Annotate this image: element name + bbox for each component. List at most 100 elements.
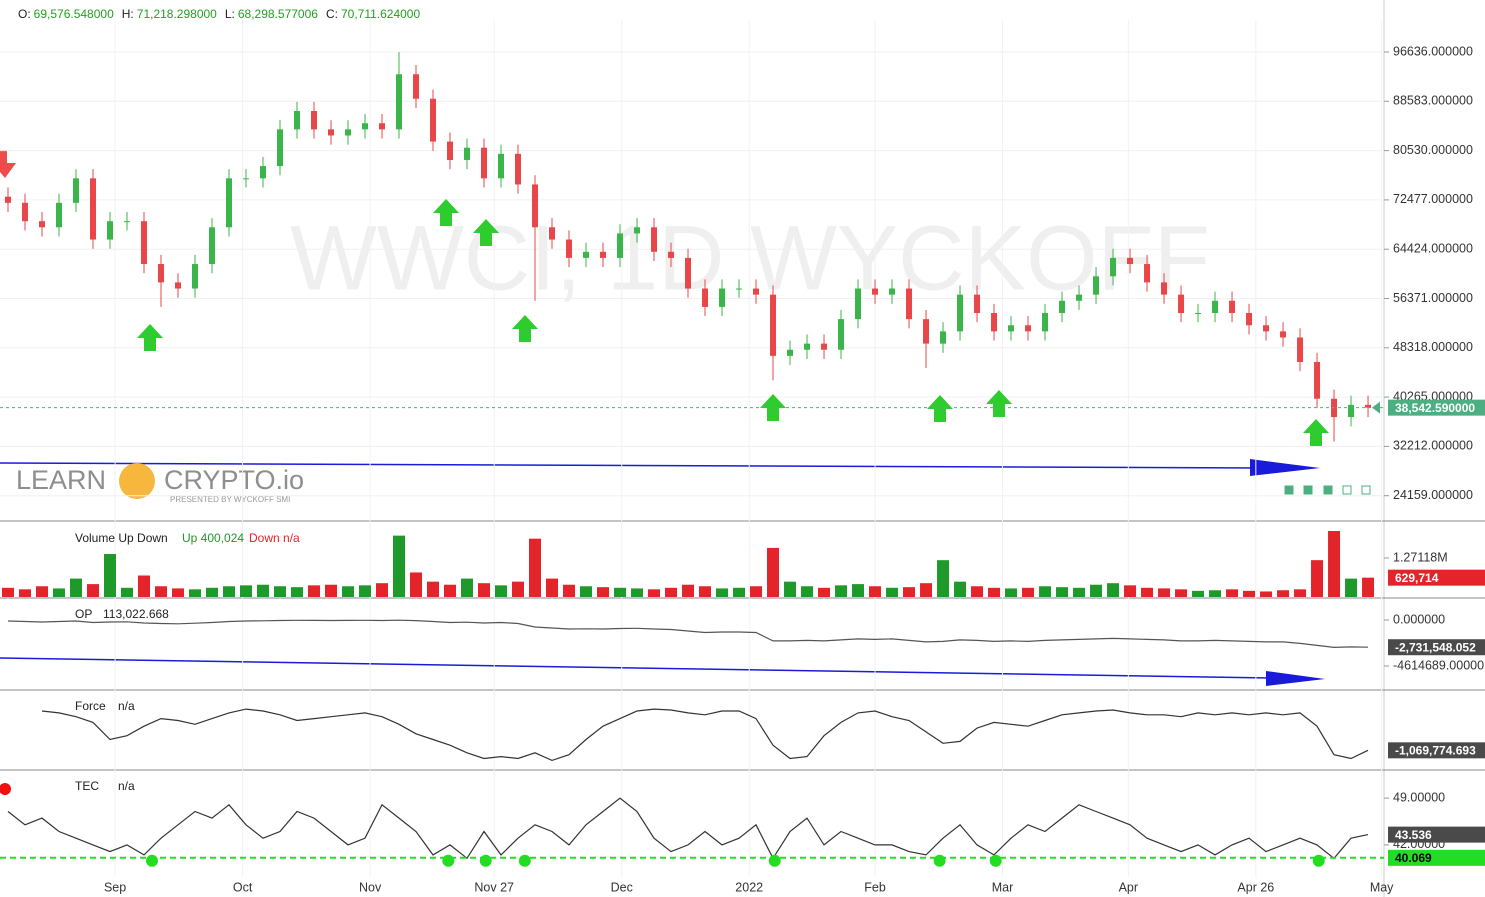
volume-bar bbox=[1090, 584, 1103, 597]
volume-bar bbox=[222, 586, 235, 597]
volume-bar bbox=[988, 587, 1001, 597]
threshold-box bbox=[1388, 849, 1485, 866]
sell-arrow bbox=[0, 150, 16, 178]
volume-bar bbox=[461, 578, 474, 597]
candle-body bbox=[549, 227, 556, 240]
volume-bar bbox=[1141, 587, 1154, 597]
volume-bar bbox=[1328, 531, 1341, 597]
candle-body bbox=[651, 227, 658, 252]
y-tick-label: 48318.000000 bbox=[1393, 340, 1473, 354]
ohlc-label: L: bbox=[225, 7, 235, 21]
signal-dot bbox=[768, 854, 781, 867]
candle-body bbox=[1365, 404, 1372, 408]
x-tick-label: 2022 bbox=[735, 880, 763, 894]
buy-arrow bbox=[473, 219, 499, 246]
candle-body bbox=[515, 153, 522, 185]
candle-body bbox=[191, 264, 198, 289]
status-square bbox=[1284, 485, 1294, 495]
logo-text: LEARN bbox=[16, 465, 106, 495]
candle-body bbox=[140, 221, 147, 265]
candle-body bbox=[72, 178, 79, 203]
volume-bar bbox=[852, 584, 865, 597]
candle-body bbox=[940, 331, 947, 344]
y-tick-label: 49.00000 bbox=[1393, 790, 1445, 804]
x-tick-label: Nov 27 bbox=[474, 880, 514, 894]
signal-dot bbox=[442, 854, 455, 867]
buy-arrow bbox=[1303, 419, 1329, 446]
candle-body bbox=[396, 74, 403, 130]
candle-body bbox=[1246, 313, 1253, 326]
volume-bar bbox=[733, 587, 746, 597]
candle-body bbox=[1229, 300, 1236, 314]
candle-body bbox=[821, 343, 828, 350]
candle-body bbox=[923, 319, 930, 344]
volume-bar bbox=[171, 588, 184, 597]
volume-bar bbox=[478, 583, 491, 597]
buy-arrow bbox=[512, 315, 538, 342]
y-tick-label: 72477.000000 bbox=[1393, 192, 1473, 206]
signal-dot bbox=[518, 854, 531, 867]
y-tick-label: 56371.000000 bbox=[1393, 291, 1473, 305]
x-tick-label: Mar bbox=[992, 880, 1014, 894]
volume-bar bbox=[1107, 583, 1120, 597]
watermark: WWCI, 1D WYCKOFF bbox=[290, 207, 1210, 309]
candle-body bbox=[208, 227, 215, 265]
candle-body bbox=[974, 294, 981, 314]
volume-bar bbox=[342, 586, 355, 597]
ohlc-value: 70,711.624000 bbox=[341, 7, 421, 21]
volume-bar bbox=[308, 585, 321, 597]
signal-dot bbox=[989, 854, 1002, 867]
volume-bar bbox=[239, 585, 252, 597]
trend-arrow-head bbox=[1266, 671, 1325, 686]
ohlc-value: 68,298.577006 bbox=[238, 7, 318, 21]
candle-body bbox=[106, 221, 113, 240]
volume-bar bbox=[86, 584, 99, 597]
volume-bar bbox=[580, 586, 593, 597]
volume-bar bbox=[120, 587, 133, 597]
y-tick-label: 32212.000000 bbox=[1393, 439, 1473, 453]
x-tick-label: Apr 26 bbox=[1237, 880, 1274, 894]
volume-bar bbox=[869, 586, 882, 597]
x-tick-label: Apr bbox=[1119, 880, 1138, 894]
status-square bbox=[1361, 485, 1371, 495]
ohlc-label: O: bbox=[18, 7, 31, 21]
candle-body bbox=[1195, 313, 1202, 315]
x-tick-label: Dec bbox=[611, 880, 633, 894]
candle-body bbox=[157, 264, 164, 283]
candle-body bbox=[174, 282, 181, 289]
volume-bar bbox=[512, 581, 525, 597]
candle-body bbox=[1093, 276, 1100, 295]
candle-body bbox=[566, 239, 573, 258]
candle-body bbox=[1178, 294, 1185, 314]
legend-name: Volume Up Down bbox=[75, 531, 168, 545]
volume-bar bbox=[444, 584, 457, 597]
candle-body bbox=[1348, 404, 1355, 418]
candle-body bbox=[38, 221, 45, 228]
y-tick-label: 88583.000000 bbox=[1393, 94, 1473, 108]
volume-bar bbox=[103, 554, 116, 597]
volume-bar bbox=[52, 588, 65, 597]
candle-body bbox=[685, 257, 692, 289]
volume-bar bbox=[35, 586, 48, 597]
candle-body bbox=[55, 202, 62, 228]
candle-body bbox=[668, 251, 675, 258]
candle-body bbox=[259, 166, 266, 179]
current-box bbox=[1388, 639, 1485, 656]
volume-bar bbox=[137, 575, 150, 597]
candle-body bbox=[855, 288, 862, 320]
status-square bbox=[1342, 485, 1352, 495]
volume-bar bbox=[784, 581, 797, 597]
candle-body bbox=[1212, 300, 1219, 314]
volume-bar bbox=[971, 586, 984, 597]
legend-down: Down n/a bbox=[249, 531, 300, 545]
buy-arrow bbox=[137, 324, 163, 351]
candle-body bbox=[1076, 294, 1083, 301]
volume-bar bbox=[903, 587, 916, 597]
volume-bar bbox=[1022, 587, 1035, 597]
volume-bar bbox=[1124, 585, 1137, 597]
volume-bar bbox=[920, 583, 933, 597]
volume-bar bbox=[886, 587, 899, 597]
volume-bar bbox=[325, 584, 338, 597]
candle-body bbox=[1042, 313, 1049, 332]
indicator-line bbox=[41, 708, 1369, 762]
